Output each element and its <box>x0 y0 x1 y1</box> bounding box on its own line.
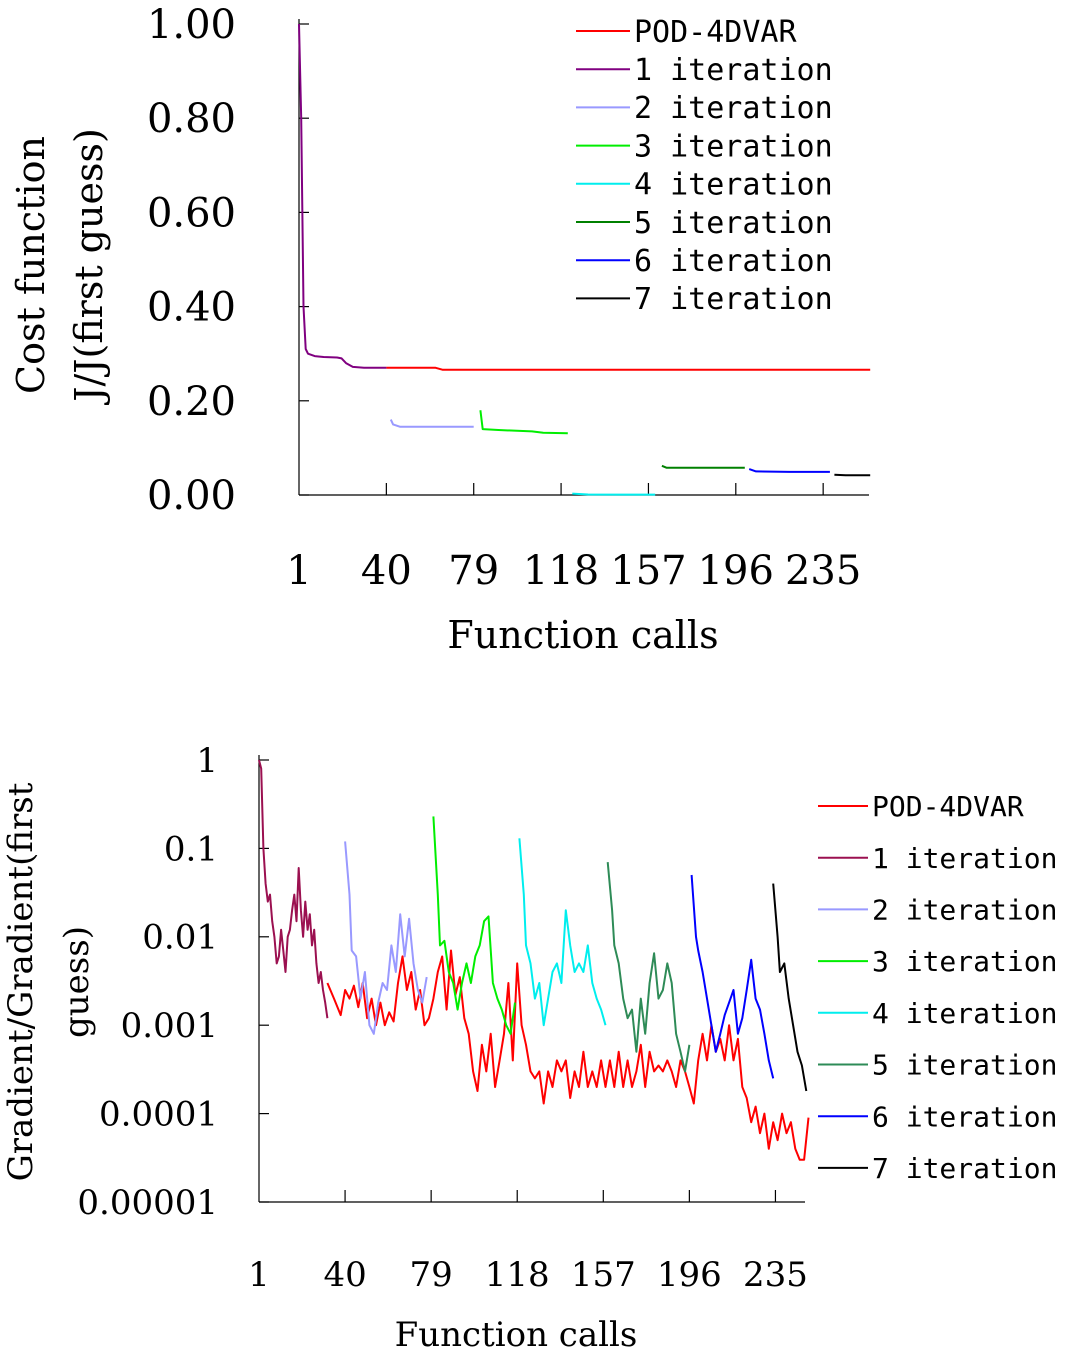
y-tick-label: 1.00 <box>147 2 236 48</box>
x-tick-label: 235 <box>785 548 861 594</box>
series-line-1 <box>326 949 810 1161</box>
legend-label: 1 iteration <box>634 53 833 88</box>
series-line-8 <box>834 473 871 477</box>
x-tick-label: 157 <box>610 548 686 594</box>
cost-function-chart: 0.00 0.20 0.40 0.60 0.80 1.00 1 40 79 118 157 196 23… <box>9 2 871 657</box>
series-line-3 <box>389 419 474 428</box>
x-axis-title: Function calls <box>447 613 718 657</box>
series-line-7 <box>748 468 830 473</box>
legend-label: 7 iteration <box>872 1152 1057 1185</box>
y-axis-title: Cost function <box>9 136 53 394</box>
series-line-5 <box>518 838 607 1027</box>
series-line-6 <box>606 862 691 1073</box>
y-tick-label: 0.20 <box>147 379 236 425</box>
legend-label: POD-4DVAR <box>872 790 1024 823</box>
legend-label: 3 iteration <box>872 945 1057 978</box>
x-tick-label: 235 <box>743 1255 808 1295</box>
series-line-4 <box>432 816 516 1035</box>
x-tick-label: 196 <box>657 1255 722 1295</box>
y-axis-title: J/J(first guess) <box>67 128 111 406</box>
series-line-7 <box>690 874 775 1079</box>
x-tick-label: 157 <box>571 1255 636 1295</box>
y-axis-title: Gradient/Gradient(first <box>1 782 41 1181</box>
x-tick-label: 79 <box>448 548 499 594</box>
series-line-1 <box>386 366 871 371</box>
y-tick-label: 0.001 <box>121 1006 218 1046</box>
y-tick-label: 0.40 <box>147 285 236 331</box>
series-line-2 <box>258 759 329 1019</box>
legend-label: 6 iteration <box>872 1100 1057 1133</box>
legend-label: 2 iteration <box>872 893 1057 926</box>
y-tick-label: 0.00001 <box>77 1183 218 1223</box>
y-tick-label: 0.60 <box>147 190 236 236</box>
series-line-2 <box>298 23 387 369</box>
x-tick-label: 1 <box>248 1255 270 1295</box>
series-line-5 <box>572 492 656 496</box>
legend-label: 5 iteration <box>872 1049 1057 1082</box>
x-tick-label: 40 <box>323 1255 366 1295</box>
series-line-3 <box>344 841 428 1035</box>
legend-label: 4 iteration <box>872 997 1057 1030</box>
legend-label: 1 iteration <box>872 842 1057 875</box>
x-tick-label: 196 <box>698 548 774 594</box>
y-tick-label: 0.00 <box>147 473 236 519</box>
y-tick-label: 0.0001 <box>99 1095 218 1135</box>
x-axis-title: Function calls <box>395 1315 638 1355</box>
legend-label: 5 iteration <box>634 206 833 241</box>
legend-label: 7 iteration <box>634 282 833 317</box>
gradient-chart: 0.00001 0.0001 0.001 0.01 0.1 1 1 40 79 118 157 196… <box>1 741 1057 1355</box>
legend-label: 2 iteration <box>634 91 833 126</box>
x-tick-label: 40 <box>361 548 412 594</box>
y-tick-label: 0.80 <box>147 96 236 142</box>
x-tick-label: 79 <box>410 1255 453 1295</box>
x-tick-label: 118 <box>485 1255 550 1295</box>
y-tick-label: 0.1 <box>164 829 218 869</box>
y-tick-label: 0.01 <box>142 918 218 958</box>
series-line-8 <box>772 883 808 1092</box>
y-tick-label: 1 <box>196 741 218 781</box>
series-line-6 <box>661 464 745 469</box>
legend-label: POD-4DVAR <box>634 15 797 50</box>
y-axis-title: guess) <box>57 926 97 1038</box>
x-tick-label: 1 <box>286 548 311 594</box>
x-tick-label: 118 <box>523 548 599 594</box>
legend-label: 4 iteration <box>634 168 833 203</box>
legend-label: 6 iteration <box>634 244 833 279</box>
series-line-4 <box>479 410 568 435</box>
legend-label: 3 iteration <box>634 129 833 164</box>
